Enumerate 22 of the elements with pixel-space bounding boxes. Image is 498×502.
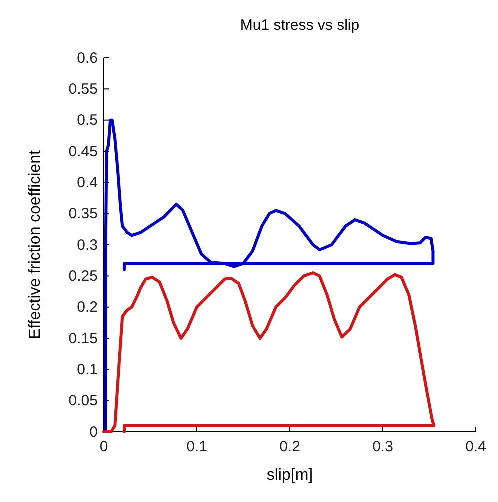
y-tick-label: 0: [90, 424, 98, 441]
y-tick-label: 0.1: [77, 361, 98, 378]
y-tick-label: 0.45: [68, 143, 98, 160]
y-tick-label: 0.55: [68, 80, 98, 98]
line-series: [102, 272, 436, 434]
y-axis-title: Effective friction coefficient: [27, 150, 44, 340]
y-tick-label: 0.2: [77, 299, 98, 316]
y-tick-label: 0.6: [77, 50, 98, 67]
x-tick-label: 0.2: [280, 438, 300, 456]
y-tick-label: 0.15: [68, 330, 98, 348]
x-tick-label: 0.4: [466, 438, 486, 456]
y-tick-label: 0.4: [77, 174, 98, 192]
x-tick-label: 0.3: [372, 438, 394, 456]
y-tick-label: 0.5: [77, 112, 98, 130]
y-tick-label: 0.35: [68, 206, 98, 223]
chart-title: Mu1 stress vs slip: [240, 17, 360, 34]
x-axis-title: slip[m]: [266, 467, 314, 484]
y-tick-label: 0.25: [68, 268, 98, 285]
y-tick-label: 0.3: [77, 236, 98, 254]
x-tick-label: 0.1: [186, 438, 208, 456]
line-series: [104, 118, 435, 434]
y-tick-label: 0.05: [68, 392, 98, 410]
